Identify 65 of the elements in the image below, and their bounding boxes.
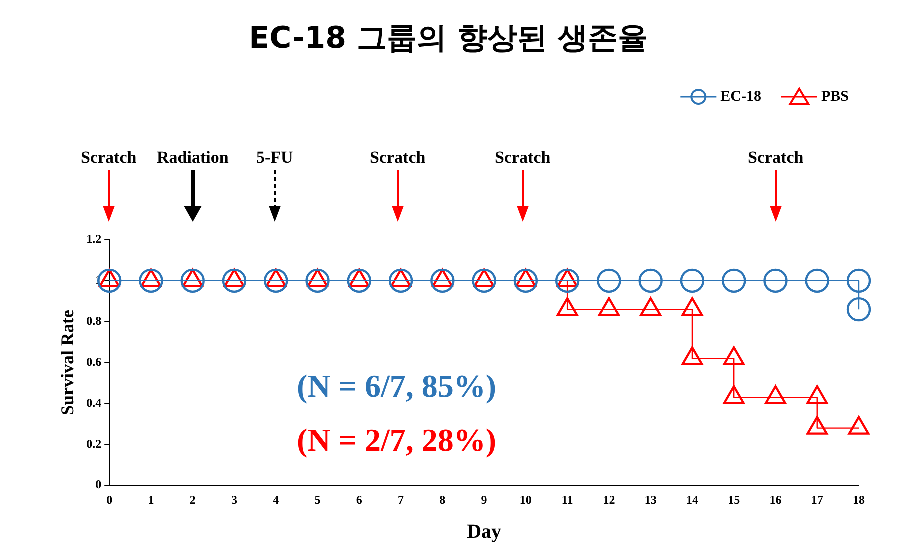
x-tick-label: 17 [811,492,824,507]
text: Scratch [495,148,551,168]
x-tick-label: 11 [562,492,574,507]
y-tick-label: 0.2 [86,436,102,451]
point [555,268,580,294]
point [848,416,870,435]
x-tick-label: 18 [853,492,865,507]
legend-label: PBS [821,88,850,105]
y-tick-label: 1.2 [86,232,102,246]
x-tick-label: 8 [440,492,446,507]
y-tick-label: 0.8 [86,314,102,328]
text: Scratch [748,148,804,168]
text: 5-FU [256,148,294,168]
x-tick-label: 12 [603,492,616,507]
point [222,268,247,294]
text: Radiation [157,148,229,168]
chart-title: EC-18 그룹의 향상된 생존율 [248,20,649,58]
point [806,416,828,435]
x-tick-label: 1 [148,492,154,507]
point [846,297,872,322]
point [388,268,414,294]
point [514,268,538,294]
point [180,268,205,294]
point [98,268,122,294]
point [682,346,704,366]
legend-label: EC-18 [720,88,762,105]
point [765,385,786,404]
point [597,268,622,294]
point [638,268,663,294]
x-tick-label: 9 [481,492,488,507]
point [430,268,455,294]
text: Scratch [81,148,137,168]
y-tick-label: 0 [96,478,102,492]
x-tick-label: 15 [728,492,740,507]
annotation: (N = 6/7, 85%) [296,368,496,405]
point [764,268,788,294]
x-tick-label: 7 [398,492,404,507]
x-tick-label: 3 [232,492,238,507]
x-tick-label: 16 [770,492,782,507]
annotation: (N = 2/7, 28%) [296,422,496,459]
x-tick-label: 2 [190,492,196,507]
x-tick-label: 10 [520,492,532,507]
y-tick-label: 0.4 [86,396,102,410]
point [806,385,828,404]
point [722,268,746,294]
y-tick-label: 0.6 [86,354,102,369]
x-axis-title: Day [467,521,502,544]
x-tick-label: 13 [644,492,657,507]
x-tick-label: 14 [686,492,698,507]
y-axis-title: Survival Rate [57,310,78,416]
point [306,268,330,294]
point [723,346,745,366]
text: Scratch [370,148,426,168]
point [723,385,745,404]
point [347,268,372,294]
point [264,268,288,294]
x-tick-label: 4 [273,492,280,507]
point [472,268,496,294]
x-tick-label: 5 [314,492,321,507]
point [680,268,705,294]
point [139,268,164,294]
point [805,268,830,294]
x-tick-label: 0 [106,492,113,507]
x-tick-label: 6 [356,492,362,507]
point [846,268,872,294]
